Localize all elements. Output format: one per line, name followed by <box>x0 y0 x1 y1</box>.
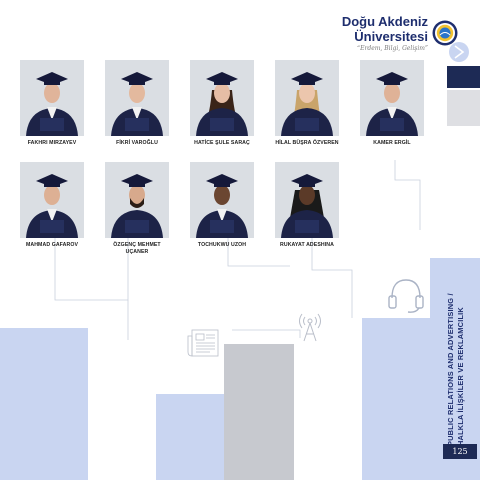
department-title-en: PUBLIC RELATIONS AND ADVERTISING / <box>446 293 455 446</box>
deco-gray-bar <box>447 90 480 126</box>
right-blue-block <box>362 318 430 480</box>
graduate-photo <box>190 60 254 136</box>
graduate-photo <box>360 60 424 136</box>
graduate-card: MAHMAD GAFAROV <box>20 162 88 249</box>
logo-line-1: Doğu Akdeniz <box>341 14 428 29</box>
left-block <box>0 328 88 480</box>
graduate-name: KAMER ERGİL <box>373 140 411 146</box>
graduate-name: RUKAYAT ADESHINA <box>280 242 334 248</box>
university-seal-icon <box>432 20 458 46</box>
graduate-photo <box>20 162 84 238</box>
graduate-card: HİLAL BÜŞRA ÖZVEREN <box>275 60 343 147</box>
logo-line-2: Üniversitesi <box>354 29 428 44</box>
graduate-card: FİKRİ VAROĞLU <box>105 60 173 147</box>
page-number: 125 <box>443 444 477 459</box>
graduate-photo <box>190 162 254 238</box>
graduate-card: FAKHRI MIRZAYEV <box>20 60 88 147</box>
center-gray-block <box>224 344 294 480</box>
graduate-name: FAKHRI MIRZAYEV <box>27 140 77 146</box>
graduate-card: HATİCE ŞULE SARAÇ <box>190 60 258 147</box>
logo-tagline: “Erdem, Bilgi, Gelişim” <box>357 45 428 52</box>
graduate-photo <box>20 60 84 136</box>
graduate-name: ÖZGENÇ MEHMET UÇANER <box>113 242 161 255</box>
deco-navy-bar <box>447 66 480 88</box>
graduate-card: KAMER ERGİL <box>360 60 428 147</box>
deco-circle <box>449 42 469 62</box>
antenna-icon <box>299 313 321 342</box>
graduate-photo <box>105 162 169 238</box>
center-blue-block <box>156 394 224 480</box>
graduate-name: FİKRİ VAROĞLU <box>116 140 158 146</box>
graduate-photo <box>275 162 339 238</box>
graduate-card: RUKAYAT ADESHINA <box>275 162 343 249</box>
graduate-name: HİLAL BÜŞRA ÖZVEREN <box>275 140 339 146</box>
department-side-tab <box>430 258 480 480</box>
graduate-name: MAHMAD GAFAROV <box>25 242 79 248</box>
headphones-icon <box>388 279 424 313</box>
graduate-photo <box>105 60 169 136</box>
graduate-card: TOCHUKWU UZOH <box>190 162 258 249</box>
graduate-name: TOCHUKWU UZOH <box>197 242 247 248</box>
university-logo: Doğu Akdeniz Üniversitesi “Erdem, Bilgi,… <box>340 14 458 58</box>
graduate-photo <box>275 60 339 136</box>
department-title-tr: HALKLA İLİŞKİLER VE REKLAMCILIK <box>456 307 465 446</box>
graduate-name: HATİCE ŞULE SARAÇ <box>194 140 250 146</box>
newspaper-icon <box>187 329 219 357</box>
department-title: PUBLIC RELATIONS AND ADVERTISING / HALKL… <box>446 256 474 446</box>
graduate-card: ÖZGENÇ MEHMET UÇANER <box>105 162 173 256</box>
